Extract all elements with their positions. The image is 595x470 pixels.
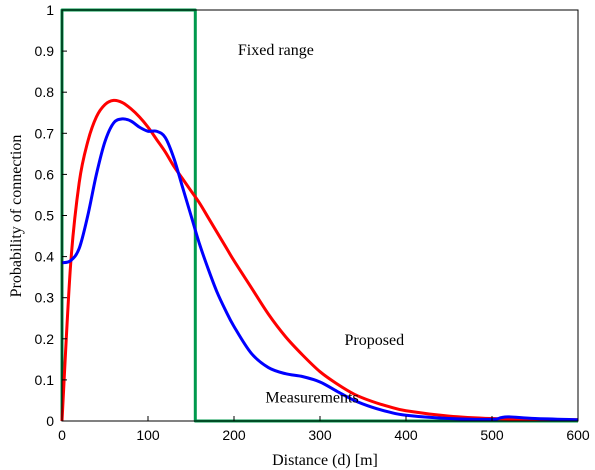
x-tick-label: 400: [394, 427, 418, 443]
x-tick-label: 600: [566, 427, 590, 443]
series-line-proposed: [60, 98, 579, 422]
y-tick-label: 0.5: [35, 208, 55, 224]
y-tick-label: 0.6: [35, 166, 55, 182]
y-tick-label: 0.4: [35, 249, 55, 265]
x-tick-label: 300: [308, 427, 332, 443]
annotations: Fixed range Proposed Measurements: [238, 42, 404, 406]
annotation-measurements: Measurements: [265, 389, 358, 406]
ticks-layer: 0 100 200 300 400 500 600 0 0.1 0.2 0.3 0.4 0.5 0.6 0.…: [35, 2, 590, 443]
y-axis-label: Probability of connection: [8, 135, 25, 298]
y-tick-label: 0.8: [35, 84, 55, 100]
x-axis-label: Distance (d) [m]: [272, 452, 378, 469]
x-tick-label: 100: [136, 427, 160, 443]
x-tick-label: 200: [222, 427, 246, 443]
plot-frame: [61, 9, 579, 422]
y-tick-label: 0.2: [35, 331, 55, 347]
series-line-measurements: [61, 117, 579, 422]
y-tick-label: 0.3: [35, 290, 55, 306]
y-tick-label: 0.1: [35, 372, 55, 388]
series-line-fixed-range: [60, 8, 578, 423]
x-tick-label: 0: [58, 427, 66, 443]
y-tick-label: 0: [46, 413, 54, 429]
y-tick-label: 0.9: [35, 43, 55, 59]
annotation-fixed-range: Fixed range: [238, 42, 314, 59]
y-tick-label: 1: [46, 2, 54, 18]
series-layer: [60, 8, 579, 423]
y-tick-label: 0.7: [35, 125, 55, 141]
annotation-proposed: Proposed: [345, 332, 405, 349]
x-tick-label: 500: [480, 427, 504, 443]
